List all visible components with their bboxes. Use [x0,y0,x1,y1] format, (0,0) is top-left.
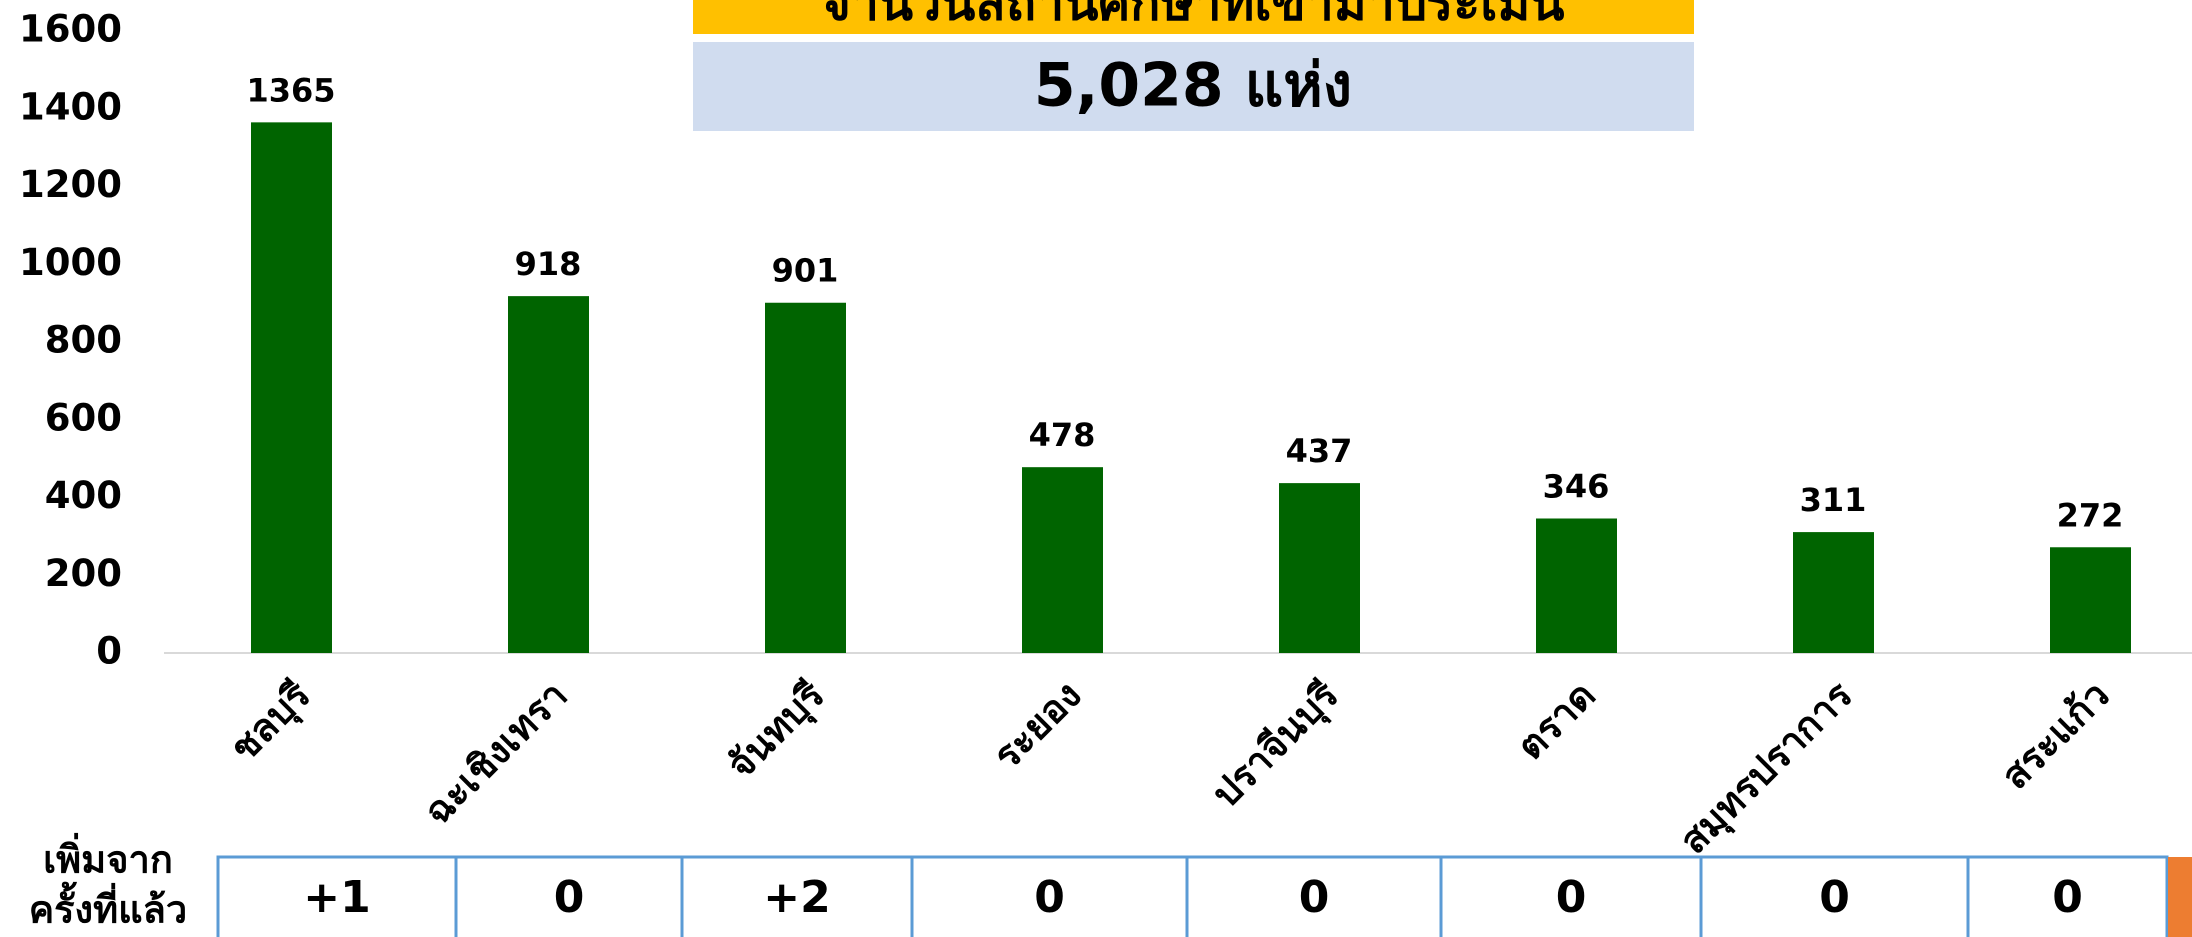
y-tick-label: 0 [96,630,122,673]
data-label: 901 [772,252,839,290]
table-cell: 0 [1819,872,1850,923]
data-label: 1365 [246,71,335,109]
bar [1022,467,1103,653]
x-tick-label: จันทบุรี [718,672,834,788]
table-label: เพิ่มจาก [43,833,173,882]
y-tick-label: 400 [45,474,122,517]
bar [1793,532,1874,653]
bar [1279,483,1360,653]
y-tick-label: 800 [45,319,122,362]
title-box [693,0,1694,34]
x-tick-label: สระแก้ว [1993,673,2118,798]
table-cell: 0 [554,872,585,923]
bar [1536,518,1617,653]
x-tick-label: ปราจีนบุรี [1203,672,1348,817]
bar [251,122,332,653]
x-tick-label: สมุทรปราการ [1671,672,1863,864]
x-tick-label: ฉะเชิงเทรา [415,673,576,834]
table-cell: 0 [2052,872,2083,923]
table-cell: 0 [1556,872,1587,923]
subtitle-box [693,42,1694,131]
y-tick-label: 600 [45,396,122,439]
table-frame [216,855,2169,937]
data-label: 918 [515,245,582,283]
bar [2050,547,2131,653]
y-tick-label: 1200 [19,163,122,206]
table-cell: 0 [1299,872,1330,923]
data-label: 437 [1286,432,1353,470]
bar [508,296,589,653]
x-tick-label: ชลบุรี [221,672,320,771]
bar [765,302,846,653]
data-label: 311 [1800,481,1867,519]
x-tick-label: ตราด [1508,673,1604,769]
x-tick-label: ระยอง [985,673,1090,778]
data-label: 478 [1029,416,1096,454]
y-tick-label: 1000 [19,241,122,284]
chart-subtitle: 5,028 แห่ง [1034,51,1352,121]
y-tick-label: 1600 [19,8,122,51]
table-cell: 0 [1034,872,1065,923]
y-tick-label: 200 [45,552,122,595]
orange-strip [2168,857,2192,937]
y-tick-label: 1400 [19,85,122,128]
table-cell: +1 [303,872,370,923]
chart-title: จำนวนสถานศึกษาที่เข้ามาประเมิน [822,0,1565,32]
table-cell: +2 [763,872,830,923]
data-label: 272 [2057,496,2124,534]
data-label: 346 [1543,467,1610,505]
table-label: ครั้งที่แล้ว [29,882,188,932]
